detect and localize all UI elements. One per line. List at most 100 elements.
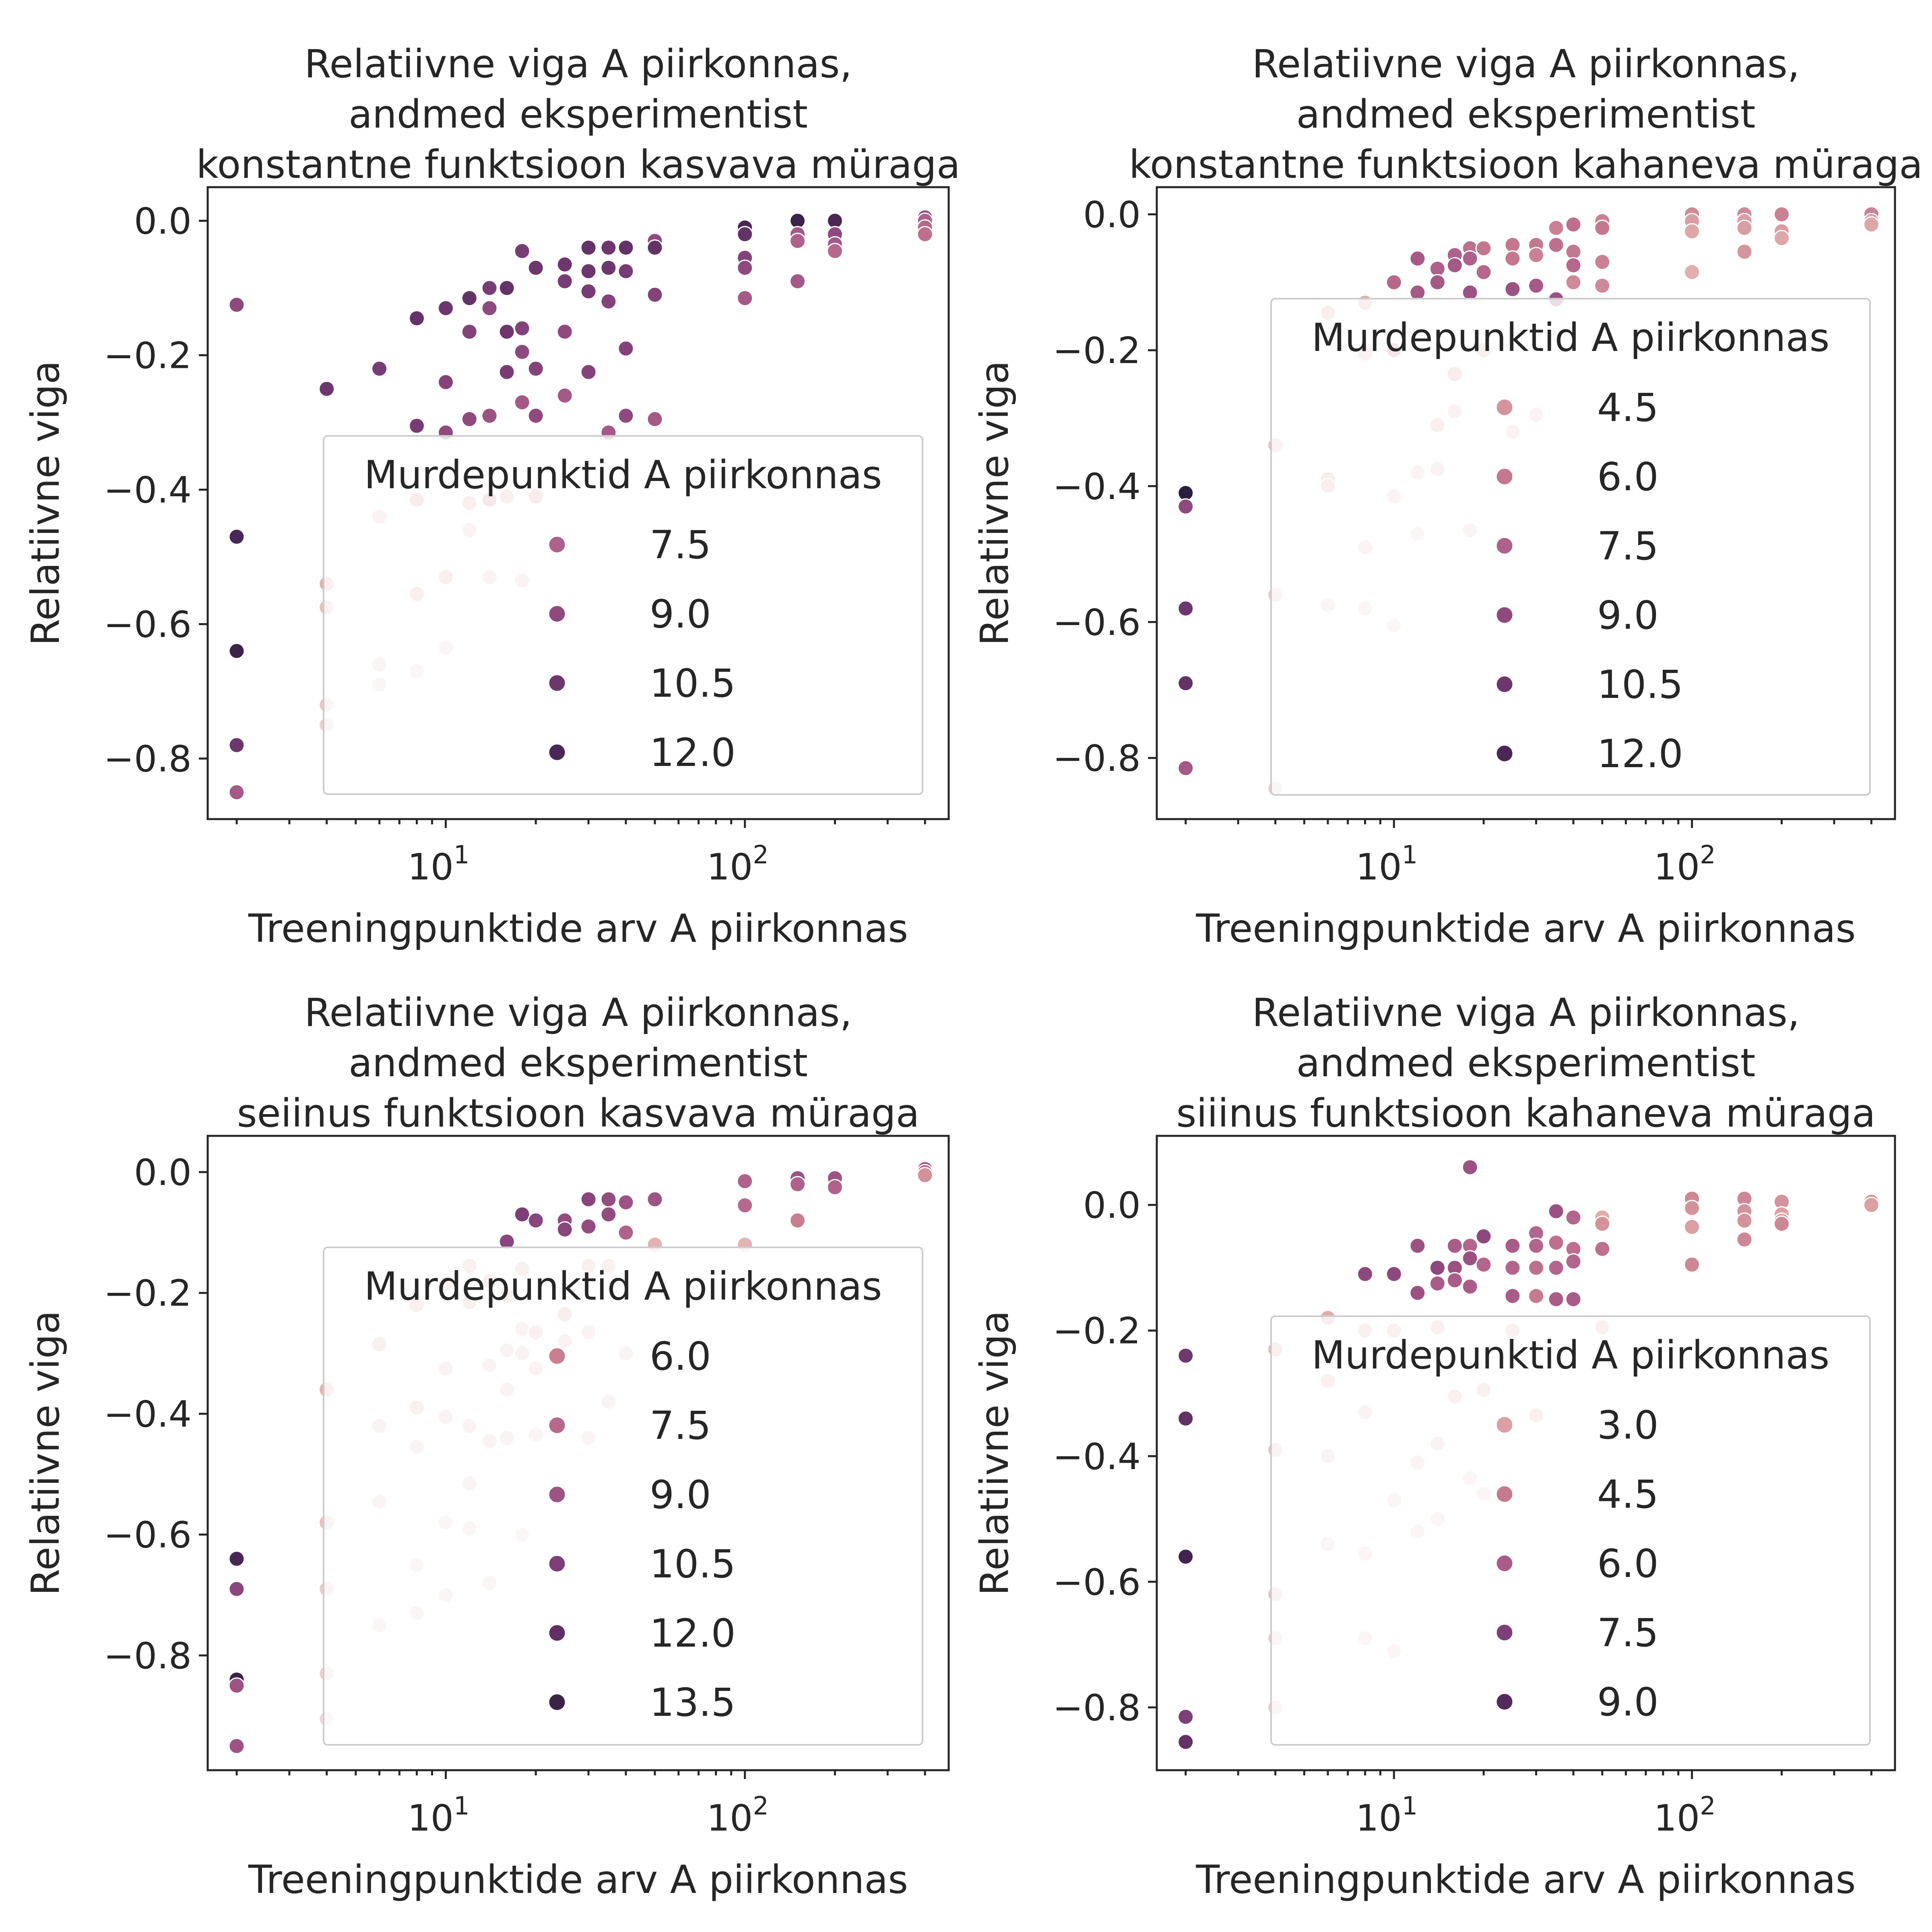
scatter-point (600, 1206, 617, 1223)
legend-entry-label: 6.0 (1597, 454, 1659, 500)
legend-marker (548, 743, 566, 762)
scatter-point (1548, 1291, 1565, 1308)
scatter-point (617, 407, 634, 424)
scatter-point (514, 320, 530, 337)
x-tick-exponent: 2 (1700, 1791, 1715, 1821)
scatter-point (737, 259, 753, 276)
scatter-point (1504, 1237, 1521, 1254)
scatter-point (409, 417, 425, 434)
legend-box (1270, 298, 1871, 796)
scatter-point (514, 1206, 530, 1223)
y-tick-label: −0.6 (103, 1514, 192, 1556)
scatter-point (556, 323, 573, 340)
legend-box (1270, 1315, 1871, 1746)
scatter-point (1528, 1259, 1544, 1276)
scatter-point (1773, 230, 1790, 247)
x-tick-base: 10 (408, 1797, 454, 1839)
scatter-point (1446, 257, 1463, 274)
plot-title-line-3: konstantne funktsioon kahaneva müraga (1129, 142, 1923, 187)
x-tick-exponent: 1 (454, 1791, 469, 1821)
subplot-bottom-left: Relatiivne viga A piirkonnas, andmed eksp… (23, 990, 950, 1902)
scatter-point (1773, 206, 1790, 223)
x-tick-base: 10 (1356, 846, 1402, 888)
scatter-point (228, 1550, 245, 1567)
legend-entry-label: 12.0 (650, 730, 736, 775)
legend-title: Murdepunktid A piirkonnas (1312, 315, 1830, 360)
plot-title-line-1: Relatiivne viga A piirkonnas, (1252, 990, 1800, 1035)
legend-title: Murdepunktid A piirkonnas (364, 452, 882, 497)
scatter-point (556, 256, 573, 273)
y-tick-label: −0.6 (1053, 1561, 1141, 1604)
legend-entry-label: 9.0 (1597, 593, 1659, 638)
scatter-point (1461, 1278, 1478, 1295)
y-tick-label: −0.2 (1053, 330, 1141, 372)
legend-entry-label: 3.0 (1597, 1403, 1659, 1448)
y-tick-label: −0.4 (1053, 1436, 1141, 1478)
scatter-point (1594, 277, 1611, 294)
scatter-point (1528, 247, 1544, 264)
y-axis-label: Relatiivne viga (23, 361, 68, 646)
legend-entry-label: 6.0 (650, 1334, 711, 1379)
legend-marker (1495, 467, 1514, 486)
scatter-point (1548, 1234, 1565, 1251)
scatter-point (228, 642, 245, 659)
scatter-point (1504, 281, 1521, 297)
plot-title-line-1: Relatiivne viga A piirkonnas, (304, 41, 852, 87)
legend-entry-label: 12.0 (1597, 731, 1683, 776)
scatter-point (228, 737, 245, 753)
legend-entry-label: 10.5 (650, 1542, 736, 1587)
scatter-point (1504, 250, 1521, 267)
x-tick-base: 10 (408, 846, 454, 888)
scatter-point (646, 239, 663, 256)
scatter-point (556, 1221, 573, 1238)
scatter-point (1548, 219, 1565, 236)
scatter-point (1565, 1253, 1582, 1270)
scatter-point (527, 360, 544, 377)
scatter-point (1461, 1159, 1478, 1176)
plot-title-line-3: konstantne funktsioon kasvava müraga (196, 142, 960, 187)
scatter-point (789, 1212, 806, 1229)
scatter-point (1736, 1231, 1753, 1248)
legend: Murdepunktid A piirkonnas 4.5 6.0 7.5 9.0 10.… (1270, 298, 1871, 796)
legend-marker (1495, 1554, 1514, 1573)
scatter-point (527, 259, 544, 276)
scatter-point (1385, 274, 1402, 291)
plot-title-line-1: Relatiivne viga A piirkonnas, (1252, 41, 1800, 87)
scatter-point (481, 407, 498, 424)
scatter-points (228, 209, 933, 801)
plot-title-line-2: andmed eksperimentist (349, 1040, 808, 1086)
scatter-point (481, 300, 498, 317)
scatter-point (1684, 264, 1701, 281)
scatter-point (600, 259, 617, 276)
scatter-point (789, 233, 806, 250)
x-tick-base: 10 (707, 1797, 753, 1839)
scatter-point (461, 411, 478, 427)
scatter-point (556, 273, 573, 290)
x-axis-label: Treeningpunktide arv A piirkonnas (248, 1857, 908, 1902)
scatter-point (1429, 1275, 1446, 1292)
legend-entry-label: 7.5 (1597, 524, 1659, 569)
scatter-point (617, 1224, 634, 1241)
scatter-point (617, 340, 634, 357)
scatter-point (461, 290, 478, 307)
scatter-point (600, 293, 617, 310)
scatter-point (514, 343, 530, 360)
scatter-point (1548, 1259, 1565, 1276)
legend-marker (548, 535, 566, 554)
legend-marker (548, 674, 566, 692)
legend-box (323, 435, 923, 795)
scatter-point (1475, 264, 1492, 281)
scatter-point (646, 286, 663, 303)
subplot-top-left: Relatiivne viga A piirkonnas, andmed eksp… (23, 41, 960, 951)
scatter-point (228, 1738, 245, 1754)
scatter-point (228, 784, 245, 801)
x-tick-label: 101 (408, 840, 470, 888)
legend-marker (548, 1416, 566, 1435)
x-tick-label: 102 (707, 840, 769, 888)
y-tick-label: −0.2 (1053, 1310, 1141, 1352)
scatter-point (826, 243, 843, 260)
legend-marker (1495, 1416, 1514, 1434)
legend-entry-label: 7.5 (1597, 1610, 1659, 1655)
scatter-point (498, 280, 515, 296)
